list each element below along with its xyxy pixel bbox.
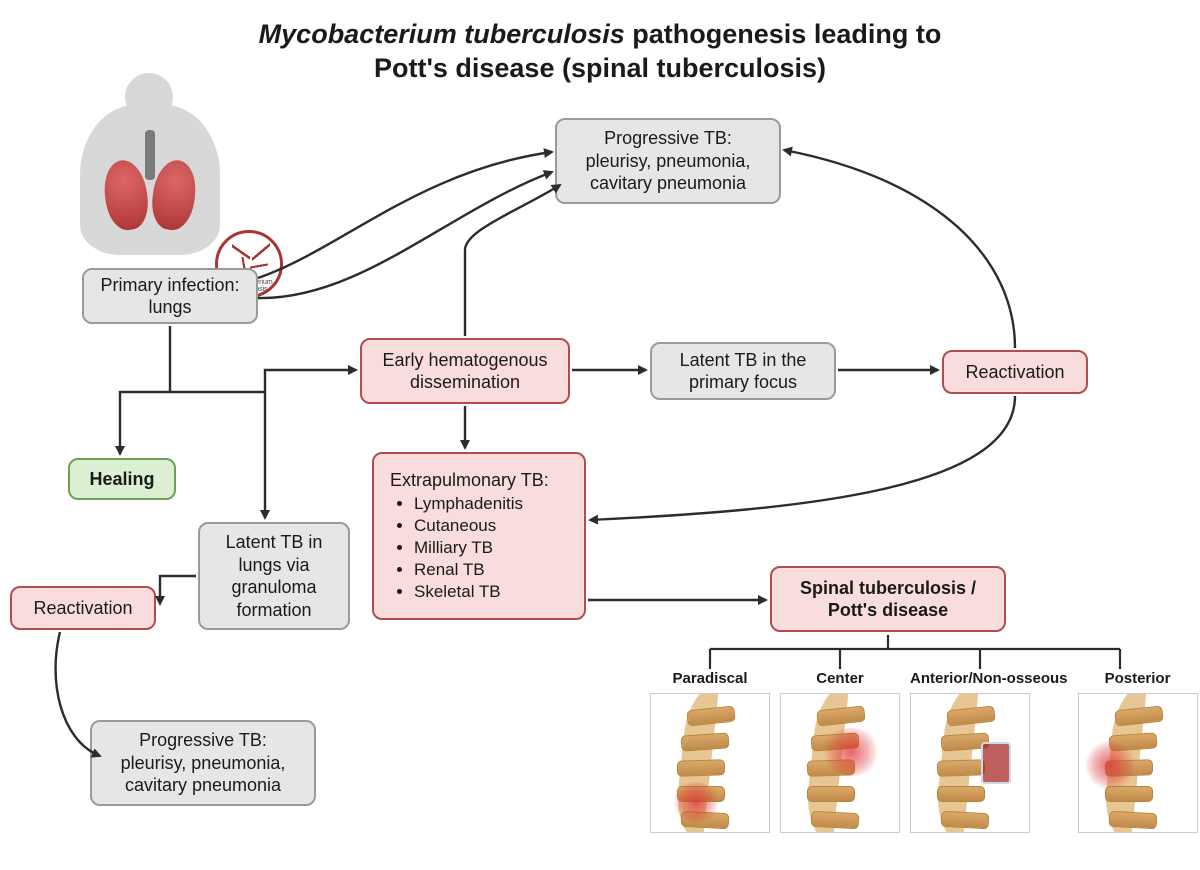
- latentlungs-to-react-l: [160, 576, 196, 604]
- spine-thumbnails: Paradiscal Center Anterior/Non-osseous: [650, 670, 1180, 833]
- stem-to-dissem: [170, 370, 356, 392]
- spine-label: Posterior: [1078, 670, 1198, 687]
- extrapulm-item: Skeletal TB: [414, 581, 523, 603]
- extrapulm-title: Extrapulmonary TB:: [390, 469, 549, 492]
- primary-to-progressive-a: [258, 152, 552, 278]
- node-text: Spinal tuberculosis /Pott's disease: [800, 577, 976, 622]
- node-text: Progressive TB:pleurisy, pneumonia,cavit…: [586, 127, 751, 195]
- spine-thumb-center: [780, 693, 900, 833]
- spine-col-center: Center: [780, 670, 900, 833]
- node-latent-lungs-granuloma: Latent TB inlungs viagranulomaformation: [198, 522, 350, 630]
- node-text: Reactivation: [965, 361, 1064, 384]
- extrapulm-item: Renal TB: [414, 559, 523, 581]
- node-reactivation-left: Reactivation: [10, 586, 156, 630]
- node-text: Primary infection:lungs: [100, 274, 239, 319]
- extrapulm-item: Lymphadenitis: [414, 493, 523, 515]
- spine-col-posterior: Posterior: [1078, 670, 1198, 833]
- torso-body-shape: [80, 105, 220, 255]
- node-text: Healing: [89, 468, 154, 491]
- node-early-dissemination: Early hematogenousdissemination: [360, 338, 570, 404]
- spine-label: Center: [780, 670, 900, 687]
- title-italic: Mycobacterium tuberculosis: [259, 19, 625, 49]
- extrapulm-item: Milliary TB: [414, 537, 523, 559]
- node-spinal-tuberculosis: Spinal tuberculosis /Pott's disease: [770, 566, 1006, 632]
- node-extrapulmonary: Extrapulmonary TB: Lymphadenitis Cutaneo…: [372, 452, 586, 620]
- stem-to-healing: [120, 392, 170, 454]
- react-to-progressive: [784, 150, 1015, 348]
- spine-thumb-paradiscal: [650, 693, 770, 833]
- spine-thumb-anterior: [910, 693, 1030, 833]
- node-text: Latent TB in theprimary focus: [680, 349, 807, 394]
- node-latent-primary-focus: Latent TB in theprimary focus: [650, 342, 836, 400]
- lungs-illustration: Mycobacteriumtuberculosis: [60, 105, 240, 285]
- spine-col-paradiscal: Paradiscal: [650, 670, 770, 833]
- react-to-extrapulm: [590, 396, 1015, 520]
- node-text: Early hematogenousdissemination: [382, 349, 547, 394]
- primary-to-progressive-b: [258, 172, 552, 298]
- dissem-to-progressive: [465, 185, 560, 336]
- spine-thumb-posterior: [1078, 693, 1198, 833]
- spine-label: Anterior/Non-osseous: [910, 670, 1068, 687]
- node-progressive-bottom-left: Progressive TB:pleurisy, pneumonia,cavit…: [90, 720, 316, 806]
- node-primary-infection: Primary infection:lungs: [82, 268, 258, 324]
- node-text: Progressive TB:pleurisy, pneumonia,cavit…: [121, 729, 286, 797]
- node-reactivation-right: Reactivation: [942, 350, 1088, 394]
- trachea-shape: [145, 130, 155, 180]
- title-rest: pathogenesis leading to: [625, 19, 942, 49]
- title-line2: Pott's disease (spinal tuberculosis): [0, 52, 1200, 86]
- node-progressive-top: Progressive TB:pleurisy, pneumonia,cavit…: [555, 118, 781, 204]
- node-text: Latent TB inlungs viagranulomaformation: [226, 531, 323, 621]
- node-text: Reactivation: [33, 597, 132, 620]
- spine-col-anterior: Anterior/Non-osseous: [910, 670, 1068, 833]
- diagram-title: Mycobacterium tuberculosis pathogenesis …: [0, 18, 1200, 86]
- spine-tree-connector: [650, 635, 1180, 675]
- spine-label: Paradiscal: [650, 670, 770, 687]
- extrapulm-list: Lymphadenitis Cutaneous Milliary TB Rena…: [414, 493, 523, 603]
- node-healing: Healing: [68, 458, 176, 500]
- extrapulm-item: Cutaneous: [414, 515, 523, 537]
